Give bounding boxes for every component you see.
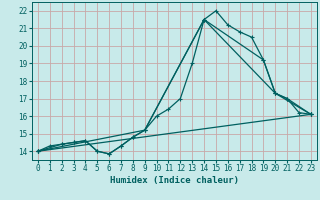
X-axis label: Humidex (Indice chaleur): Humidex (Indice chaleur) xyxy=(110,176,239,185)
